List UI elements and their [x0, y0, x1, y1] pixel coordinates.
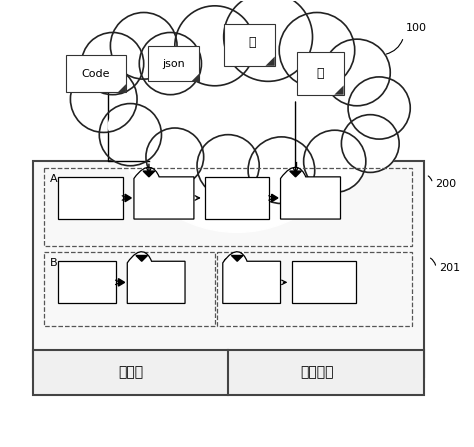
Polygon shape: [334, 85, 344, 95]
Polygon shape: [272, 194, 278, 202]
FancyBboxPatch shape: [66, 55, 126, 93]
FancyBboxPatch shape: [224, 24, 275, 66]
FancyBboxPatch shape: [33, 350, 424, 395]
Text: B: B: [50, 258, 57, 268]
Circle shape: [139, 33, 201, 95]
Circle shape: [197, 135, 259, 197]
PathPatch shape: [281, 167, 340, 219]
Polygon shape: [265, 56, 275, 66]
Circle shape: [82, 33, 144, 95]
Polygon shape: [118, 278, 125, 286]
Circle shape: [146, 128, 204, 186]
Polygon shape: [125, 194, 131, 202]
Polygon shape: [136, 256, 147, 261]
FancyBboxPatch shape: [58, 177, 123, 219]
Text: 200: 200: [435, 178, 456, 189]
Circle shape: [304, 130, 366, 192]
Circle shape: [99, 104, 162, 166]
FancyBboxPatch shape: [205, 177, 269, 219]
Text: 渲染库: 渲染库: [118, 365, 143, 380]
Polygon shape: [118, 84, 126, 93]
FancyBboxPatch shape: [33, 161, 424, 377]
Circle shape: [110, 13, 177, 79]
Polygon shape: [191, 73, 199, 81]
Ellipse shape: [108, 86, 366, 166]
FancyBboxPatch shape: [297, 52, 344, 95]
FancyBboxPatch shape: [58, 261, 116, 304]
PathPatch shape: [134, 167, 194, 219]
Polygon shape: [143, 171, 155, 177]
Text: Code: Code: [82, 68, 110, 79]
Circle shape: [113, 0, 361, 232]
Polygon shape: [231, 256, 243, 261]
PathPatch shape: [223, 252, 281, 304]
Circle shape: [248, 137, 315, 203]
Circle shape: [279, 13, 355, 88]
Text: A: A: [50, 174, 57, 184]
Text: json: json: [162, 59, 185, 68]
Circle shape: [348, 77, 410, 139]
Text: 201: 201: [439, 263, 460, 273]
Polygon shape: [290, 171, 301, 177]
Text: 系统环境: 系统环境: [300, 365, 334, 380]
Circle shape: [175, 6, 255, 86]
Circle shape: [224, 0, 312, 81]
FancyBboxPatch shape: [148, 46, 199, 81]
Text: 100: 100: [406, 23, 427, 33]
Text: 🧍: 🧍: [317, 67, 324, 80]
PathPatch shape: [128, 252, 185, 304]
Circle shape: [71, 66, 137, 132]
Circle shape: [324, 39, 390, 106]
FancyBboxPatch shape: [292, 261, 356, 304]
Circle shape: [341, 115, 399, 173]
Text: ⛪: ⛪: [248, 36, 255, 49]
Text: C: C: [223, 258, 230, 268]
